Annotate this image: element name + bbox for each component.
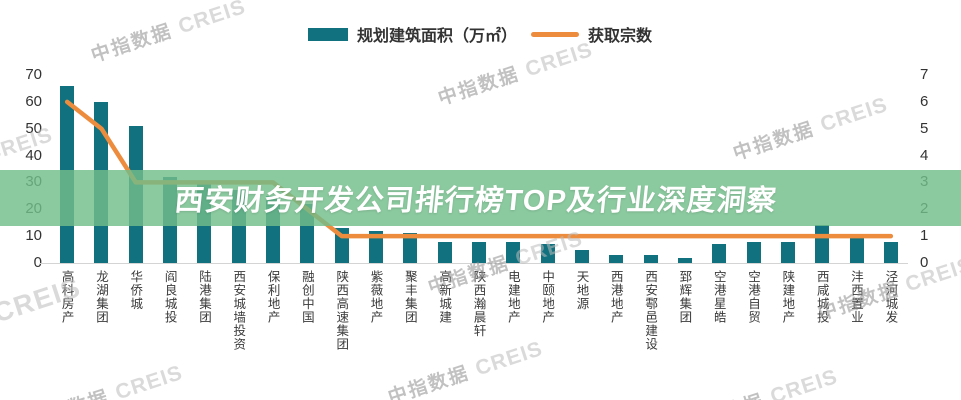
left-axis-tick: 10 <box>25 227 42 245</box>
category-label: 泾河城发 <box>883 270 898 324</box>
bar <box>609 254 624 263</box>
bar <box>506 241 521 263</box>
category-label: 郅辉集团 <box>677 270 692 324</box>
left-axis-tick: 0 <box>33 254 42 271</box>
left-axis-tick: 40 <box>25 146 42 164</box>
category-label: 空港星皓 <box>711 270 726 324</box>
category-label: 龙湖集团 <box>93 270 108 324</box>
category-label: 聚丰集团 <box>402 270 417 324</box>
chart-legend: 规划建筑面积（万㎡） 获取宗数 <box>308 22 652 46</box>
category-label: 电建地产 <box>505 270 520 324</box>
right-axis-tick: 1 <box>920 227 929 245</box>
bar <box>883 241 898 263</box>
bar <box>746 241 761 263</box>
bar <box>574 249 589 263</box>
category-label: 陕西瀚晨轩 <box>471 270 486 338</box>
left-axis-tick: 50 <box>25 119 42 137</box>
category-label: 西港地产 <box>608 270 623 324</box>
legend-item-bar: 规划建筑面积（万㎡） <box>308 22 517 46</box>
legend-bar-swatch <box>308 27 348 41</box>
x-axis-line <box>40 263 908 264</box>
category-label: 空港自贸 <box>746 270 761 324</box>
category-label: 高新城建 <box>437 270 452 324</box>
category-label: 高科房产 <box>59 270 74 324</box>
category-label: 保利地产 <box>265 270 280 324</box>
category-label: 陕西高速集团 <box>334 270 349 351</box>
category-label: 沣西置业 <box>849 270 864 324</box>
overlay-banner: 西安财务开发公司排行榜TOP及行业深度洞察 <box>0 170 961 226</box>
bar <box>472 241 486 263</box>
right-axis-tick: 4 <box>920 146 929 164</box>
right-axis-tick: 6 <box>920 92 929 110</box>
right-axis-tick: 5 <box>920 119 929 137</box>
overlay-banner-text: 西安财务开发公司排行榜TOP及行业深度洞察 <box>173 185 779 217</box>
category-label: 阎良城投 <box>162 270 177 324</box>
category-label: 西安鄠邑建设 <box>643 270 658 351</box>
left-axis-tick: 60 <box>25 92 42 110</box>
bar <box>677 257 692 263</box>
bar <box>403 233 418 263</box>
category-label: 天地源 <box>574 270 589 311</box>
bar <box>437 241 452 263</box>
category-label: 陆港集团 <box>196 270 211 324</box>
legend-line-label: 获取宗数 <box>588 28 653 45</box>
bar <box>643 254 658 263</box>
category-label: 陕建地产 <box>780 270 795 324</box>
bar <box>712 244 727 263</box>
category-label: 中颐地产 <box>540 270 555 324</box>
legend-item-line: 获取宗数 <box>531 22 652 46</box>
category-label: 华侨城 <box>128 270 143 311</box>
bar <box>369 230 384 263</box>
category-label: 紫薇地产 <box>368 270 383 324</box>
category-label: 西咸城投 <box>814 270 829 324</box>
left-axis-tick: 70 <box>25 66 42 83</box>
legend-line-swatch <box>531 31 580 37</box>
bar <box>849 236 864 263</box>
bar <box>780 241 795 263</box>
right-axis-tick: 7 <box>920 66 929 83</box>
bar <box>540 244 555 263</box>
legend-bar-label: 规划建筑面积（万㎡） <box>357 28 518 45</box>
category-label: 融创中国 <box>299 270 314 324</box>
right-axis-tick: 0 <box>920 254 929 271</box>
category-label: 西安城墙投资 <box>231 270 246 351</box>
